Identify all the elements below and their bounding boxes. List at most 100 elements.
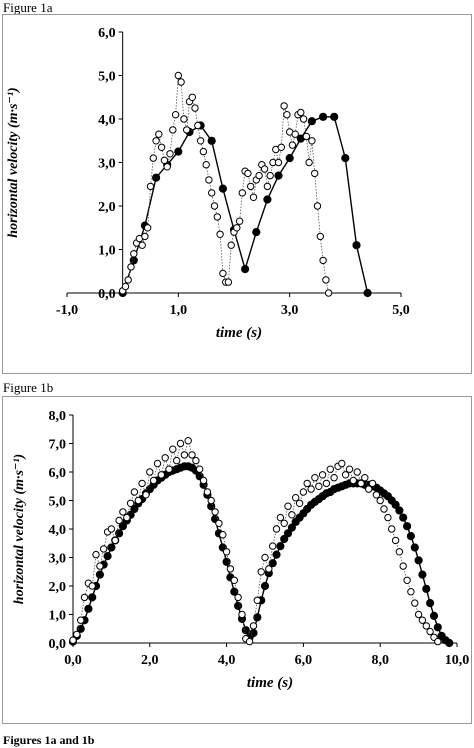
fig-a-series-open-point [205,176,213,184]
fig-b-series-open-point [426,627,434,636]
fig-b-series-open-point [411,599,419,607]
fig-a-series-open-point [255,171,263,180]
fig-b-series-filled-point [253,613,262,622]
figure-1b-chart: 0,0 1,0 2,0 3,0 4,0 5,0 6,0 7,0 8,0 0,0 2,0 4,0 6,0 8… [12,409,469,691]
fig-b-series-filled-point [280,534,289,544]
fig-b-series-open-point [418,616,427,624]
fig-b-series-open-point [388,525,396,533]
fig-b-series-open-point [146,468,154,476]
fig-a-series-filled-point [263,195,272,204]
fig-b-series-filled-point [391,500,400,509]
fig-a-series-filled-point [241,265,250,274]
fig-b-series-open-point [288,511,296,519]
fig-a-series-open-point [291,130,299,138]
fig-a-y-tick-label: 0,0 [98,287,116,302]
fig-a-series-open-point [130,250,138,258]
fig-b-series-open-line [72,439,439,643]
fig-a-series-open-point [280,102,288,110]
fig-b-y-tick-label: 4,0 [49,523,67,538]
fig-b-series-open-point [330,474,338,482]
fig-b-series-open-point [234,593,242,602]
fig-a-series-open-point [224,278,233,286]
fig-b-series-open-point [196,465,204,473]
fig-b-series-open-point [434,637,442,646]
fig-a-series-open-point [210,202,219,210]
fig-a-series-open-point [299,115,308,123]
fig-b-series-open-point [157,471,166,479]
figure-1a-label: Figure 1a [3,0,53,15]
fig-b-series-open-point [303,479,311,488]
fig-a-series-filled-point [319,112,328,121]
fig-a-series-open-point [313,202,322,210]
fig-a-y-tick-label: 5,0 [98,70,116,85]
fig-a-series-open-point [247,182,255,191]
fig-b-series-open-point [311,474,319,482]
fig-a-series-open-point [163,163,171,171]
fig-b-series-open-point [211,508,219,516]
fig-a-series-open-point [288,141,297,149]
fig-a-series-open-point [283,111,291,119]
fig-b-series-open-point [349,476,357,485]
fig-a-series-open-point [194,121,202,130]
fig-a-series-open-point [227,241,235,249]
fig-b-series-open-point [119,508,127,516]
fig-b-series-open-point [222,548,231,556]
fig-b-series-open-point [299,488,308,496]
fig-a-series-open-point [188,93,197,102]
fig-a-x-tick-label: 5,0 [392,303,410,318]
fig-a-series-open-point [233,224,241,232]
fig-b-series-open-point [130,488,139,496]
fig-a-series-open-point [266,171,274,180]
fig-b-series-filled-point [445,638,454,648]
fig-b-series-filled-point [230,587,239,596]
fig-b-series-open-point [322,479,331,488]
fig-b-x-tick-label: 4,0 [218,653,236,668]
fig-a-series-open-point [146,182,155,191]
fig-b-series-open-point [361,474,369,482]
fig-b-series-open-point [395,548,404,556]
fig-b-series-open-point [265,565,273,573]
fig-b-series-filled-point [88,593,97,602]
fig-a-series-filled-point [152,173,161,182]
fig-b-y-tick-label: 5,0 [49,495,67,510]
fig-b-series-filled-point [118,522,128,531]
fig-a-series-open-point [308,137,316,145]
fig-b-series-filled-point [406,532,415,541]
figure-1b-label: Figure 1b [3,380,54,395]
fig-b-series-open-point [341,471,350,479]
fig-b-series-open-point [245,637,254,646]
fig-a-series-open-point [169,126,177,134]
fig-a-series-filled-point [207,136,216,145]
fig-a-series-open-point [127,263,135,271]
fig-b-series-filled-point [395,506,404,515]
fig-b-series-open-point [73,630,81,639]
fig-b-series-open-point [226,565,235,573]
fig-a-series-filled-point [274,171,283,180]
fig-b-series-open-point [276,513,285,522]
fig-a-series-open-point [160,156,169,165]
fig-b-y-tick-label: 7,0 [49,438,67,453]
fig-b-series-open-point [111,536,119,545]
fig-a-series-open-point [219,269,227,278]
figure-1a-panel: 0,0 1,0 2,0 3,0 4,0 5,0 6,0 -1,0 1,0 3,0 5,0 time (… [2,14,472,374]
fig-b-series-open-point [77,616,85,624]
fig-b-series-open-point [165,465,173,473]
fig-b-series-filled-point [76,624,85,633]
fig-b-series-filled-point [422,584,431,593]
fig-a-series-open-point [322,276,330,284]
fig-b-series-open-point [107,525,116,533]
fig-b-series-open-point [372,491,381,499]
fig-b-series-open-point [142,491,150,499]
fig-a-series-open-point [302,132,311,141]
fig-b-series-filled-point [84,604,93,613]
fig-b-series-open-point [176,439,185,448]
fig-b-series-filled-point [234,601,243,610]
fig-b-series-open-point [92,550,100,559]
fig-b-series-filled-point [418,570,427,579]
fig-b-series-open-point [391,536,400,545]
fig-b-series-open-point [257,568,265,576]
fig-b-series-open-point [353,468,361,476]
fig-b-series-open-point [161,454,169,462]
figure-1a-chart: 0,0 1,0 2,0 3,0 4,0 5,0 6,0 -1,0 1,0 3,0 5,0 time (… [6,26,410,341]
fig-b-series-open-point [318,471,327,479]
